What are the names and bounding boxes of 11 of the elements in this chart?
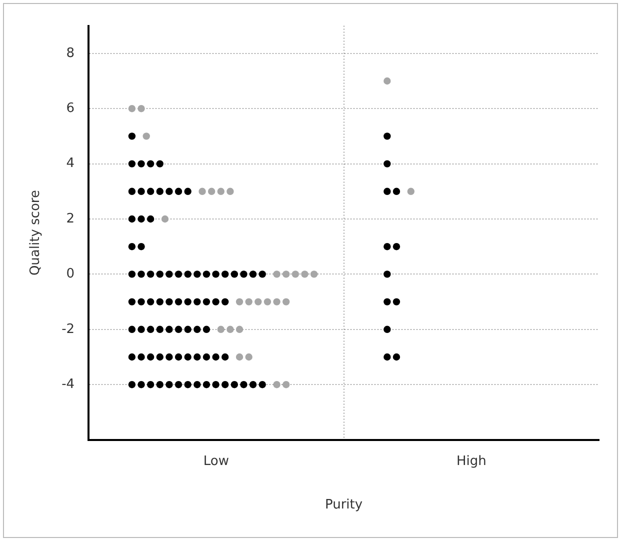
y-tick-label: 0 bbox=[66, 266, 75, 282]
y-tick-label: 4 bbox=[66, 156, 75, 172]
y-tick-label: 2 bbox=[66, 211, 75, 226]
y-tick-label: -4 bbox=[62, 376, 75, 392]
y-tick-label: 6 bbox=[66, 100, 75, 116]
y-tick-label: -2 bbox=[62, 322, 75, 337]
x-tick-label: Low bbox=[203, 454, 230, 469]
y-axis-title: Quality score bbox=[28, 190, 44, 276]
x-tick-label: High bbox=[456, 454, 486, 469]
x-axis-title: Purity bbox=[324, 498, 363, 513]
y-tick-label: 8 bbox=[66, 46, 75, 61]
